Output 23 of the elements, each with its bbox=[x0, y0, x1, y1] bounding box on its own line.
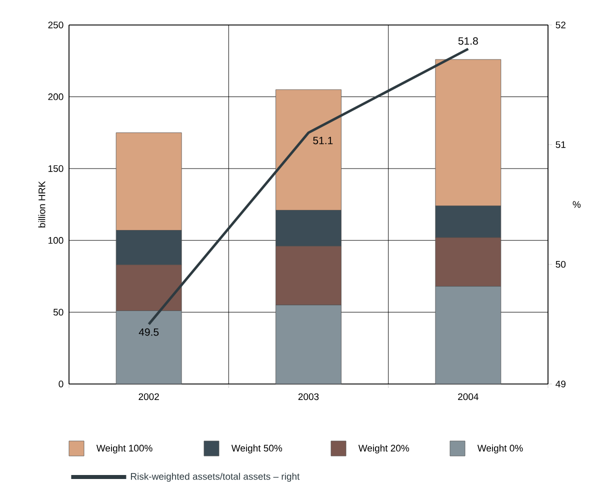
y-tick-label: 100 bbox=[48, 237, 64, 244]
x-tick-label: 2004 bbox=[458, 393, 478, 400]
data-label: 51.1 bbox=[313, 136, 333, 144]
data-label: 51.8 bbox=[458, 37, 478, 45]
y-axis-title: billion HRK bbox=[38, 181, 46, 228]
y2-tick-label: 51 bbox=[556, 141, 566, 148]
legend-label: Weight 20% bbox=[358, 444, 410, 454]
legend-label: Weight 50% bbox=[231, 444, 282, 454]
legend-label: Weight 0% bbox=[477, 444, 523, 454]
y2-tick-label: 50 bbox=[556, 260, 566, 268]
text: Risk-weighted assets/total assets – right bbox=[130, 472, 300, 482]
x-tick-label: 2003 bbox=[298, 393, 319, 400]
y2-tick-label: 49 bbox=[556, 380, 566, 388]
y-tick-label: 0 bbox=[58, 380, 64, 388]
x-tick-label: 2002 bbox=[138, 393, 159, 400]
y-tick-label: 150 bbox=[48, 165, 64, 172]
legend-label: Weight 100% bbox=[96, 444, 152, 454]
y-tick-label: 200 bbox=[48, 93, 64, 100]
data-label: 49.5 bbox=[138, 328, 159, 336]
y2-axis-title: % bbox=[572, 201, 581, 208]
y2-tick-label: 52 bbox=[556, 22, 566, 28]
y-tick-label: 250 bbox=[48, 22, 64, 28]
y-tick-label: 50 bbox=[53, 308, 64, 316]
